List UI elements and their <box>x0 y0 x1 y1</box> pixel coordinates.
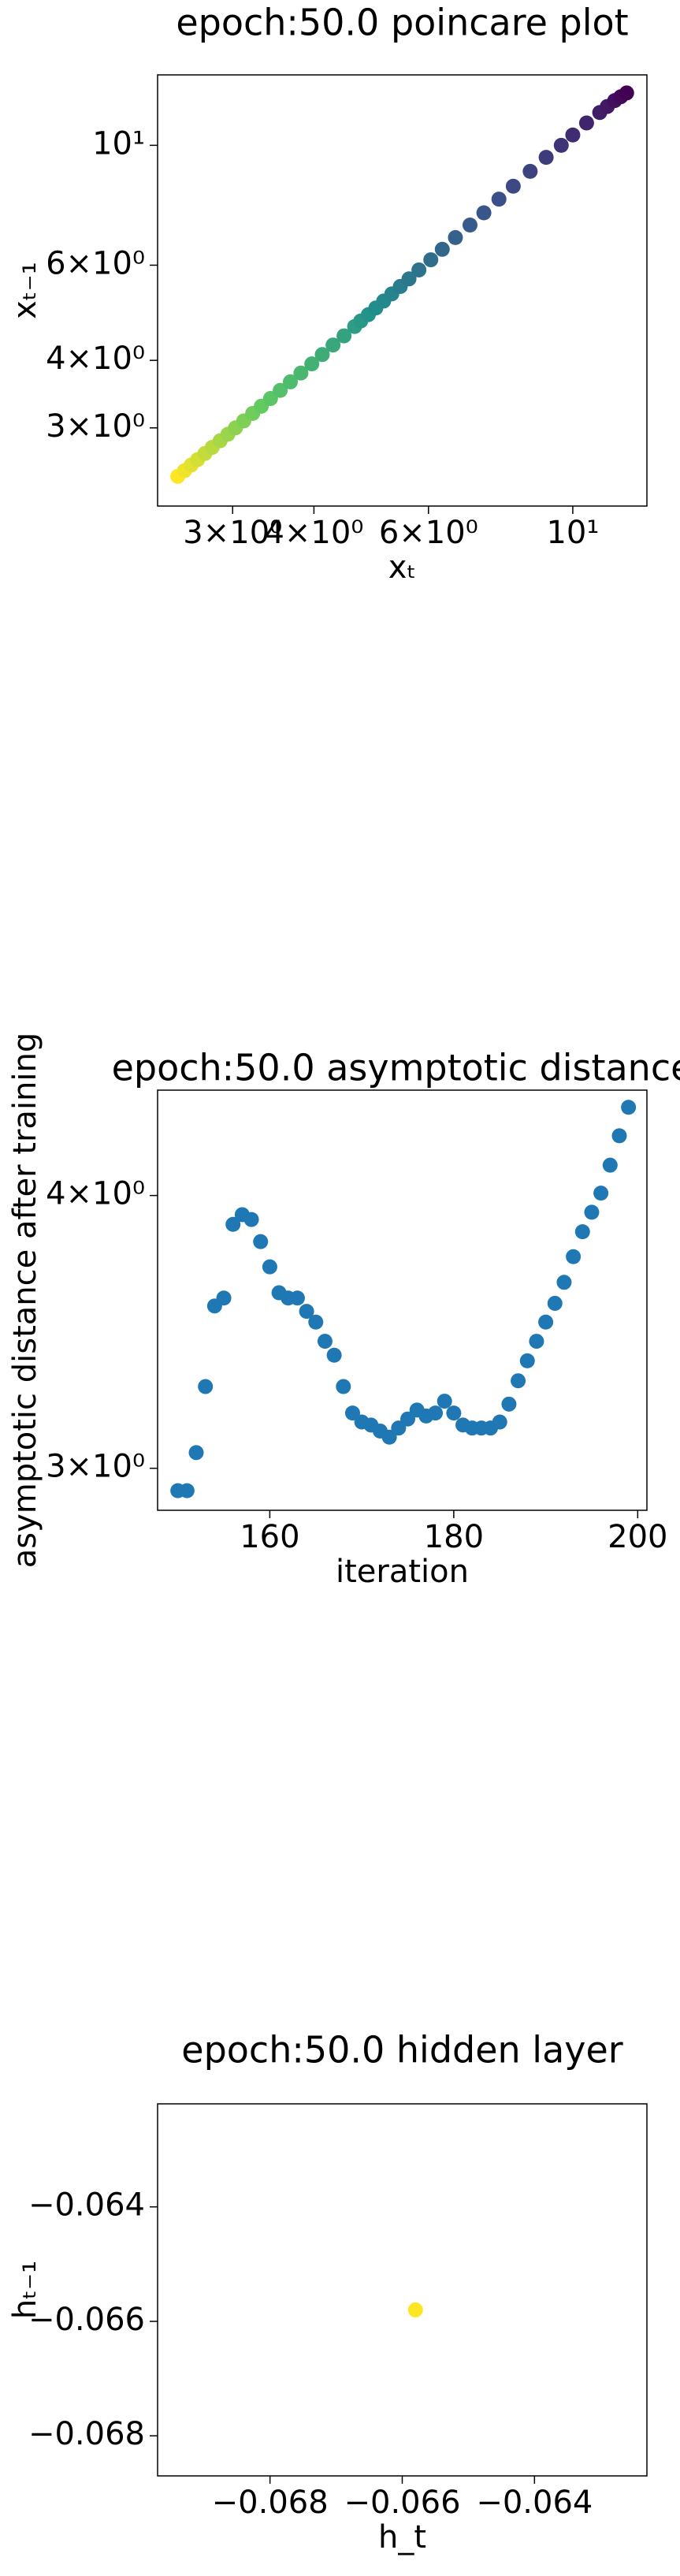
x-axis-label: h_t <box>378 2519 426 2556</box>
plot-frame <box>157 74 648 507</box>
point <box>565 127 581 143</box>
point <box>325 337 341 353</box>
chart-title: epoch:50.0 asymptotic distance <box>112 1047 680 1089</box>
point <box>462 217 477 233</box>
point <box>400 1411 416 1427</box>
point <box>511 1373 526 1389</box>
plot-frame <box>157 2103 648 2477</box>
point <box>253 1234 269 1249</box>
point <box>434 241 450 257</box>
point <box>283 374 299 389</box>
point <box>448 229 463 245</box>
point <box>308 1314 324 1330</box>
point <box>446 1405 462 1421</box>
point <box>391 1420 407 1436</box>
point <box>428 1405 444 1421</box>
y-tick-label: 4×10⁰ <box>46 341 145 377</box>
point <box>423 252 439 268</box>
y-tick-label: −0.068 <box>28 2416 145 2452</box>
plot-frame <box>157 1089 648 1511</box>
point <box>381 1429 397 1445</box>
x-tick-label: −0.064 <box>476 2485 593 2521</box>
point <box>505 178 521 194</box>
point <box>611 1128 627 1144</box>
point <box>519 1353 535 1368</box>
point <box>304 356 320 372</box>
y-axis-label: asymptotic distance after training <box>7 1033 43 1569</box>
y-tick-label: −0.064 <box>28 2187 145 2224</box>
point <box>198 1379 214 1394</box>
x-tick-label: 180 <box>424 1519 484 1555</box>
chart-title: epoch:50.0 hidden layer <box>181 2029 623 2072</box>
point <box>273 382 288 398</box>
point <box>538 150 554 166</box>
point <box>578 115 594 131</box>
point <box>336 328 352 344</box>
point <box>437 1394 452 1409</box>
x-tick-label: 200 <box>608 1519 667 1555</box>
y-tick-label: 10¹ <box>92 125 145 162</box>
x-tick-label: 6×10⁰ <box>379 515 478 551</box>
x-tick-label: −0.068 <box>212 2485 329 2521</box>
point <box>501 1396 517 1412</box>
point <box>566 1249 582 1264</box>
point <box>492 1414 507 1430</box>
point <box>553 137 569 153</box>
point <box>411 262 427 277</box>
point <box>476 205 492 221</box>
point <box>621 1100 637 1115</box>
point <box>522 163 538 179</box>
point <box>179 1483 195 1498</box>
point <box>336 1379 351 1394</box>
point <box>293 365 309 381</box>
point <box>407 2302 423 2317</box>
point <box>547 1295 563 1311</box>
point <box>243 1212 259 1227</box>
point <box>225 1216 241 1232</box>
point <box>491 192 507 207</box>
point <box>314 347 330 363</box>
point <box>262 1259 277 1275</box>
point <box>538 1314 554 1330</box>
x-tick-label: −0.066 <box>344 2485 460 2521</box>
x-axis-label: xₜ <box>388 549 416 586</box>
point <box>574 1224 590 1240</box>
point <box>593 1186 609 1201</box>
point <box>216 1290 232 1306</box>
point <box>326 1347 342 1363</box>
x-tick-label: 4×10⁰ <box>264 515 363 551</box>
point <box>584 1204 600 1220</box>
x-tick-label: 3×10⁰ <box>183 515 282 551</box>
point <box>401 271 417 287</box>
point <box>299 1304 314 1320</box>
point <box>344 1405 360 1421</box>
point <box>556 1275 572 1290</box>
y-axis-label: xₜ₋₁ <box>7 262 43 319</box>
y-tick-label: 4×10⁰ <box>46 1176 145 1212</box>
x-axis-label: iteration <box>336 1554 469 1590</box>
point <box>317 1334 333 1349</box>
y-tick-label: 3×10⁰ <box>46 408 145 445</box>
point <box>529 1334 544 1349</box>
x-tick-label: 10¹ <box>546 515 599 551</box>
point <box>619 85 634 101</box>
y-axis-label: hₜ₋₁ <box>7 2261 43 2319</box>
point <box>602 1157 618 1173</box>
y-tick-label: 3×10⁰ <box>46 1449 145 1485</box>
point <box>188 1445 204 1461</box>
x-tick-label: 160 <box>240 1519 299 1555</box>
point <box>289 1290 305 1306</box>
y-tick-label: −0.066 <box>28 2302 145 2338</box>
chart-title: epoch:50.0 poincare plot <box>176 2 628 44</box>
y-tick-label: 6×10⁰ <box>46 245 145 281</box>
